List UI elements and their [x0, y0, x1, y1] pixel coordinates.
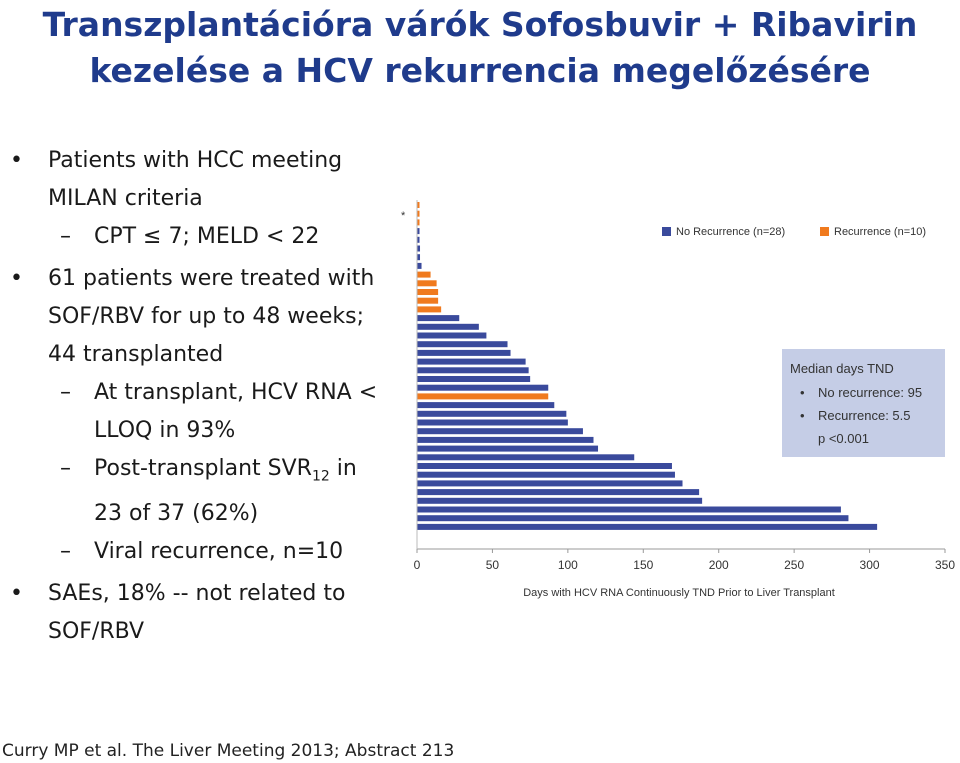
- bar-no-recurrence: [417, 454, 635, 461]
- bar-no-recurrence: [417, 480, 683, 487]
- x-tick-label: 350: [935, 558, 955, 572]
- sub-bullet-svr-post: in 23 of 37 (62%): [94, 456, 357, 527]
- bar-no-recurrence: [417, 367, 529, 374]
- title-line-2: kezelése a HCV rekurrencia megelőzésére: [89, 51, 871, 90]
- sub-bullet-svr-subscript: 12: [311, 468, 330, 485]
- sub-bullet-cpt: – CPT ≤ 7; MELD < 22: [8, 218, 388, 256]
- dash-icon: –: [60, 539, 71, 565]
- bullet-saes: • SAEs, 18% -- not related to SOF/RBV: [8, 575, 388, 651]
- bar-no-recurrence: [417, 419, 568, 426]
- bullet-saes-text: SAEs, 18% -- not related to SOF/RBV: [48, 581, 346, 645]
- bar-no-recurrence: [417, 436, 594, 443]
- x-tick-label: 50: [486, 558, 500, 572]
- bar-no-recurrence: [417, 245, 421, 252]
- bar-no-recurrence: [417, 236, 420, 243]
- bar-recurrence: [417, 202, 420, 208]
- bars-layer: [417, 202, 878, 530]
- bullet-patients: • Patients with HCC meeting MILAN criter…: [8, 142, 388, 218]
- bar-no-recurrence: [417, 523, 878, 530]
- infobox-recurrence: Recurrence: 5.5: [818, 408, 911, 423]
- bullet-treated-text: 61 patients were treated with SOF/RBV fo…: [48, 266, 375, 367]
- bar-no-recurrence: [417, 228, 420, 235]
- bar-no-recurrence: [417, 384, 549, 391]
- bar-no-recurrence: [417, 332, 487, 339]
- infobox-background: [782, 349, 945, 457]
- bar-no-recurrence: [417, 445, 599, 452]
- x-tick-label: 250: [784, 558, 804, 572]
- bar-recurrence: [417, 280, 437, 287]
- bullet-treated: • 61 patients were treated with SOF/RBV …: [8, 260, 388, 374]
- bar-no-recurrence: [417, 254, 421, 261]
- x-tick-label: 200: [709, 558, 729, 572]
- x-tick-label: 0: [414, 558, 421, 572]
- bar-recurrence: [417, 219, 420, 226]
- infobox-bullet-2: •: [800, 408, 805, 423]
- sub-bullet-svr-pre: Post-transplant SVR: [94, 456, 312, 481]
- bar-recurrence: [417, 271, 431, 278]
- bullet-dot-icon: •: [10, 266, 23, 291]
- bar-no-recurrence: [417, 515, 849, 522]
- bullet-list: • Patients with HCC meeting MILAN criter…: [8, 142, 388, 651]
- x-tick-label: 150: [633, 558, 653, 572]
- infobox-title: Median days TND: [790, 361, 894, 376]
- sub-bullet-rna: – At transplant, HCV RNA < LLOQ in 93%: [8, 374, 388, 450]
- median-infobox: Median days TND • No recurrence: 95 • Re…: [782, 349, 945, 457]
- legend-swatch-recurrence: [820, 227, 829, 236]
- bar-recurrence: [417, 393, 549, 400]
- legend: No Recurrence (n=28) Recurrence (n=10): [662, 226, 926, 238]
- bar-no-recurrence: [417, 497, 703, 504]
- bar-no-recurrence: [417, 428, 583, 435]
- bar-recurrence: [417, 210, 420, 217]
- bar-no-recurrence: [417, 341, 508, 348]
- bar-no-recurrence: [417, 506, 841, 513]
- bar-recurrence: [417, 297, 439, 304]
- bar-no-recurrence: [417, 471, 675, 478]
- bar-recurrence: [417, 306, 442, 313]
- bar-no-recurrence: [417, 315, 460, 322]
- sub-bullet-cpt-text: CPT ≤ 7; MELD < 22: [94, 224, 320, 249]
- dash-icon: –: [60, 224, 71, 249]
- star-annotation: *: [401, 210, 406, 222]
- infobox-bullet-1: •: [800, 385, 805, 400]
- bar-no-recurrence: [417, 410, 567, 417]
- x-tick-label: 100: [558, 558, 578, 572]
- sub-bullet-recurrence: – Viral recurrence, n=10: [8, 533, 388, 571]
- legend-label-recurrence: Recurrence (n=10): [834, 226, 926, 238]
- bar-no-recurrence: [417, 349, 511, 356]
- bar-no-recurrence: [417, 402, 555, 409]
- x-axis: 0 50 100 150 200 250 300 350: [414, 200, 955, 572]
- x-axis-label: Days with HCV RNA Continuously TND Prior…: [523, 587, 835, 599]
- bar-no-recurrence: [417, 262, 422, 269]
- bullet-dot-icon: •: [10, 581, 23, 607]
- legend-label-no-recurrence: No Recurrence (n=28): [676, 226, 785, 238]
- sub-bullet-recurrence-text: Viral recurrence, n=10: [94, 539, 344, 565]
- legend-swatch-no-recurrence: [662, 227, 671, 236]
- bar-no-recurrence: [417, 463, 672, 469]
- bar-no-recurrence: [417, 376, 531, 382]
- slide-title: Transzplantációra várók Sofosbuvir + Rib…: [0, 2, 960, 94]
- bullet-patients-text: Patients with HCC meeting MILAN criteria: [48, 148, 343, 211]
- sub-bullet-svr: – Post-transplant SVR12 in 23 of 37 (62%…: [8, 450, 388, 533]
- infobox-pvalue: p <0.001: [818, 431, 869, 446]
- waterfall-chart: 0 50 100 150 200 250 300 350 * Days with HCV RN…: [401, 200, 955, 599]
- dash-icon: –: [60, 380, 71, 405]
- bar-no-recurrence: [417, 358, 526, 365]
- dash-icon: –: [60, 456, 71, 481]
- sub-bullet-rna-text: At transplant, HCV RNA < LLOQ in 93%: [94, 380, 378, 443]
- citation: Curry MP et al. The Liver Meeting 2013; …: [2, 741, 455, 761]
- title-line-1: Transzplantációra várók Sofosbuvir + Rib…: [42, 5, 918, 44]
- bar-no-recurrence: [417, 489, 700, 496]
- x-tick-label: 300: [860, 558, 880, 572]
- bullet-dot-icon: •: [10, 148, 23, 173]
- infobox-no-recurrence: No recurrence: 95: [818, 385, 922, 400]
- bar-recurrence: [417, 289, 439, 295]
- bar-no-recurrence: [417, 323, 479, 330]
